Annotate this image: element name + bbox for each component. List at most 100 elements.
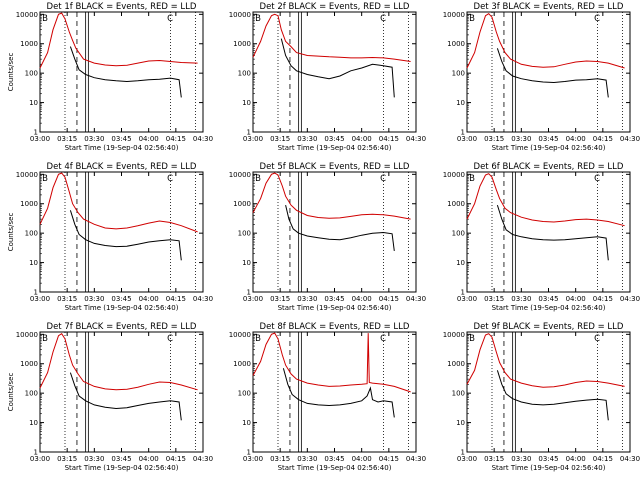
x-tick-label: 04:15 [166, 295, 186, 303]
corner-label: B [42, 334, 48, 344]
y-tick-label: 10 [242, 259, 251, 267]
panel-title: Det 4f BLACK = Events, RED = LLD [47, 162, 197, 172]
y-tick-label: 100 [452, 390, 465, 398]
x-tick-label: 03:00 [457, 295, 477, 303]
x-tick-label: 03:15 [484, 295, 504, 303]
y-tick-label: 1000 [447, 360, 465, 368]
corner-label: B [255, 174, 261, 184]
x-tick-label: 04:30 [620, 295, 640, 303]
y-tick-label: 1000 [233, 200, 251, 208]
x-tick-label: 03:45 [538, 455, 558, 463]
series-line [39, 333, 198, 391]
y-tick-label: 10000 [443, 171, 465, 179]
series-line [69, 210, 182, 261]
y-tick-label: 100 [238, 70, 251, 78]
x-tick-label: 04:00 [352, 135, 372, 143]
x-axis-label: Start Time (19-Sep-04 02:56:40) [492, 464, 606, 472]
x-tick-label: 04:15 [379, 295, 399, 303]
corner-label: B [255, 334, 261, 344]
y-tick-label: 10000 [443, 11, 465, 19]
x-axis-label: Start Time (19-Sep-04 02:56:40) [65, 304, 179, 312]
corner-label: B [469, 14, 475, 24]
x-tick-label: 04:00 [139, 455, 159, 463]
x-tick-label: 04:15 [379, 135, 399, 143]
x-tick-label: 03:30 [84, 455, 104, 463]
x-tick-label: 04:15 [379, 455, 399, 463]
x-axis-label: Start Time (19-Sep-04 02:56:40) [278, 144, 392, 152]
y-tick-label: 100 [25, 70, 38, 78]
panel-title: Det 8f BLACK = Events, RED = LLD [260, 322, 410, 332]
x-tick-label: 03:45 [111, 295, 131, 303]
panel-det-6: Det 6f BLACK = Events, RED = LLD 1 10 100 10… [443, 162, 640, 312]
y-tick-label: 1000 [20, 40, 38, 48]
x-tick-label: 04:15 [593, 455, 613, 463]
x-tick-label: 04:00 [566, 455, 586, 463]
plot-frame [466, 11, 631, 133]
y-tick-label: 100 [238, 230, 251, 238]
y-axis-label: Counts/sec [7, 213, 15, 252]
y-tick-label: 1 [247, 129, 251, 137]
series-line [69, 372, 182, 421]
y-tick-label: 1000 [447, 40, 465, 48]
x-tick-label: 03:15 [270, 295, 290, 303]
corner-label: B [42, 174, 48, 184]
corner-label: C [380, 14, 386, 24]
y-tick-label: 100 [452, 230, 465, 238]
x-axis-label: Start Time (19-Sep-04 02:56:40) [278, 304, 392, 312]
y-tick-label: 1000 [20, 200, 38, 208]
plot-frame [252, 171, 417, 293]
x-tick-label: 03:15 [484, 455, 504, 463]
panel-title: Det 7f BLACK = Events, RED = LLD [47, 322, 197, 332]
series-line [252, 172, 411, 220]
x-tick-label: 04:15 [593, 295, 613, 303]
corner-label: B [469, 174, 475, 184]
series-line [252, 332, 411, 393]
series-line [69, 46, 182, 98]
series-line [496, 370, 609, 421]
x-tick-label: 04:30 [620, 135, 640, 143]
y-axis-label: Counts/sec [7, 373, 15, 412]
y-tick-label: 10000 [16, 331, 38, 339]
x-tick-label: 03:15 [57, 135, 77, 143]
x-tick-label: 03:30 [84, 295, 104, 303]
x-axis-label: Start Time (19-Sep-04 02:56:40) [278, 464, 392, 472]
x-axis-label: Start Time (19-Sep-04 02:56:40) [492, 144, 606, 152]
x-tick-label: 03:15 [57, 295, 77, 303]
series-line [282, 368, 395, 418]
plot-frame [39, 171, 204, 293]
y-tick-label: 1 [34, 449, 38, 457]
y-tick-label: 10 [456, 99, 465, 107]
series-line [285, 204, 395, 251]
corner-label: C [380, 334, 386, 344]
y-tick-label: 1 [461, 129, 465, 137]
y-tick-label: 10000 [229, 11, 251, 19]
x-tick-label: 03:00 [30, 135, 50, 143]
x-tick-label: 03:45 [538, 295, 558, 303]
x-tick-label: 03:00 [457, 135, 477, 143]
corner-label: C [380, 174, 386, 184]
x-tick-label: 04:30 [406, 295, 426, 303]
y-tick-label: 10000 [16, 171, 38, 179]
x-tick-label: 03:15 [270, 455, 290, 463]
y-tick-label: 10 [29, 259, 38, 267]
y-tick-label: 100 [452, 70, 465, 78]
x-tick-label: 03:15 [57, 455, 77, 463]
y-tick-label: 10 [456, 419, 465, 427]
series-line [39, 12, 198, 69]
corner-label: C [167, 334, 173, 344]
x-tick-label: 03:30 [297, 455, 317, 463]
panel-title: Det 6f BLACK = Events, RED = LLD [474, 162, 624, 172]
x-tick-label: 04:30 [193, 135, 213, 143]
y-tick-label: 1 [461, 289, 465, 297]
x-tick-label: 04:30 [193, 295, 213, 303]
corner-label: C [594, 334, 600, 344]
y-tick-label: 10 [242, 99, 251, 107]
plot-frame [39, 11, 204, 133]
x-tick-label: 03:45 [324, 295, 344, 303]
series-line [280, 38, 395, 98]
y-tick-label: 1000 [233, 360, 251, 368]
x-tick-label: 04:15 [593, 135, 613, 143]
y-tick-label: 1 [247, 449, 251, 457]
x-tick-label: 03:30 [511, 455, 531, 463]
